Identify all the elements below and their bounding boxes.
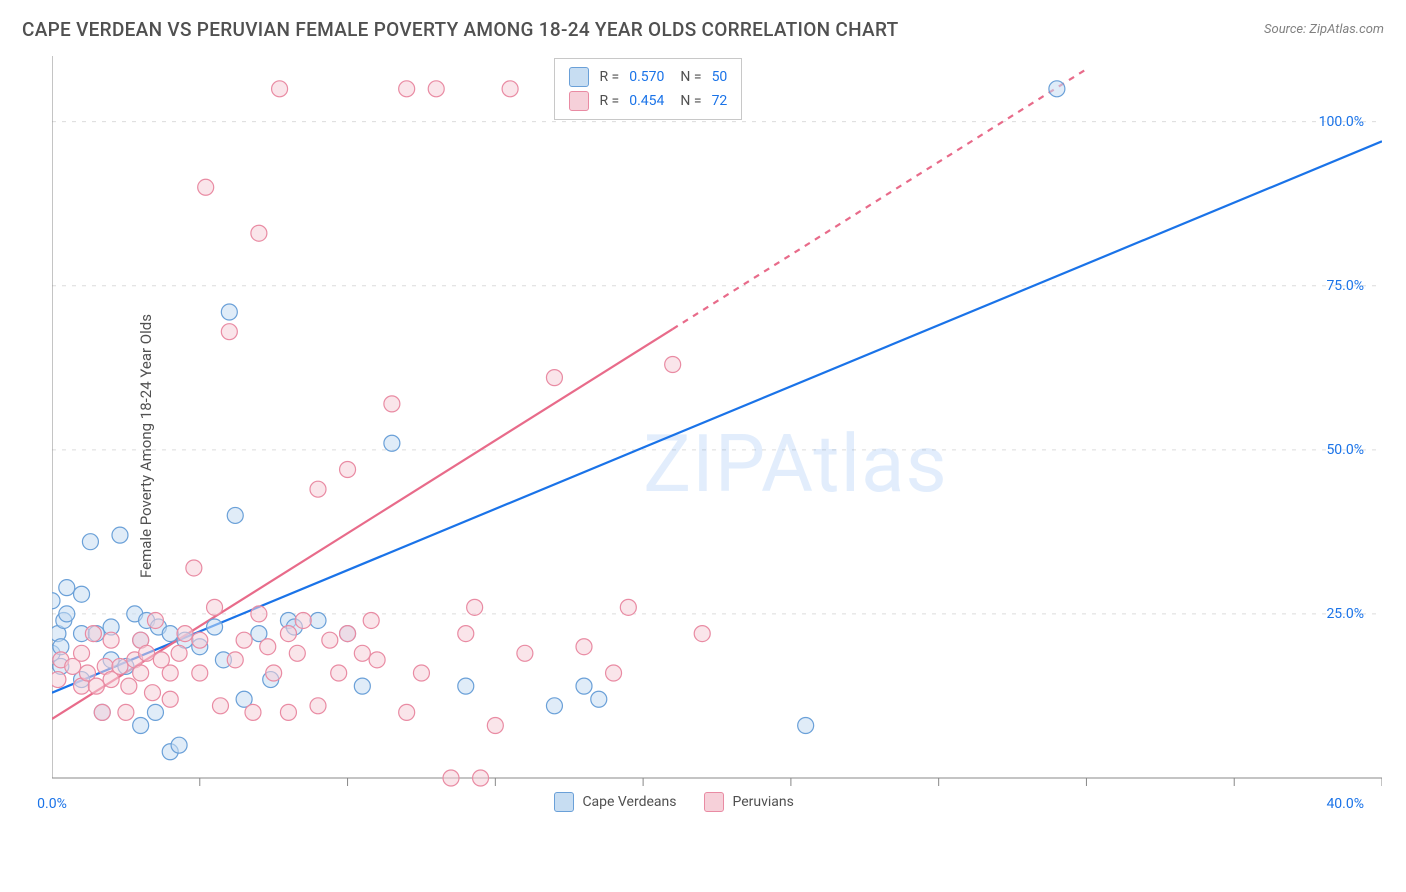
legend-label: Peruvians <box>732 794 793 810</box>
y-tick-label: 100.0% <box>1319 114 1364 130</box>
series-legend: Cape Verdeans Peruvians <box>554 792 793 812</box>
scatter-plot: ZIPAtlas R =0.570N =50R =0.454N =72 25.0… <box>52 56 1382 826</box>
legend-swatch <box>569 67 589 87</box>
legend-swatch <box>704 792 724 812</box>
correlation-legend: R =0.570N =50R =0.454N =72 <box>554 58 742 120</box>
legend-item: Cape Verdeans <box>554 792 676 812</box>
source-attribution: Source: ZipAtlas.com <box>1264 22 1384 37</box>
y-tick-label: 75.0% <box>1326 278 1364 294</box>
legend-swatch <box>569 91 589 111</box>
x-tick-label: 40.0% <box>1326 796 1364 812</box>
y-tick-label: 50.0% <box>1326 442 1364 458</box>
legend-swatch <box>554 792 574 812</box>
legend-item: Peruvians <box>704 792 793 812</box>
chart-canvas <box>52 56 1382 826</box>
legend-row: R =0.454N =72 <box>569 89 727 113</box>
y-tick-label: 25.0% <box>1326 606 1364 622</box>
legend-row: R =0.570N =50 <box>569 65 727 89</box>
x-tick-label: 0.0% <box>37 796 67 812</box>
legend-label: Cape Verdeans <box>582 794 676 810</box>
chart-title: CAPE VERDEAN VS PERUVIAN FEMALE POVERTY … <box>22 18 898 41</box>
